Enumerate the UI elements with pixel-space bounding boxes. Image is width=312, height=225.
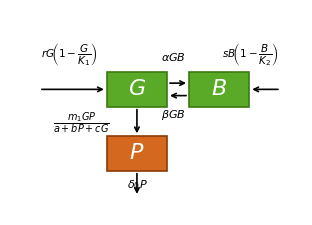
Text: $P$: $P$ (129, 144, 145, 164)
Text: $B$: $B$ (211, 79, 227, 99)
FancyBboxPatch shape (189, 72, 249, 107)
Text: $\alpha GB$: $\alpha GB$ (161, 51, 186, 63)
Text: $\delta_0 P$: $\delta_0 P$ (127, 178, 148, 191)
Text: $\beta GB$: $\beta GB$ (161, 108, 186, 122)
FancyBboxPatch shape (107, 136, 167, 171)
FancyBboxPatch shape (107, 72, 167, 107)
Text: $rG\!\left(1 - \dfrac{G}{K_1}\right)$: $rG\!\left(1 - \dfrac{G}{K_1}\right)$ (41, 41, 98, 68)
Text: $sB\!\left(1 - \dfrac{B}{K_2}\right)$: $sB\!\left(1 - \dfrac{B}{K_2}\right)$ (222, 41, 278, 68)
Text: $\dfrac{m_1 GP}{a + bP + cG}$: $\dfrac{m_1 GP}{a + bP + cG}$ (53, 110, 110, 135)
Text: $G$: $G$ (128, 79, 146, 99)
